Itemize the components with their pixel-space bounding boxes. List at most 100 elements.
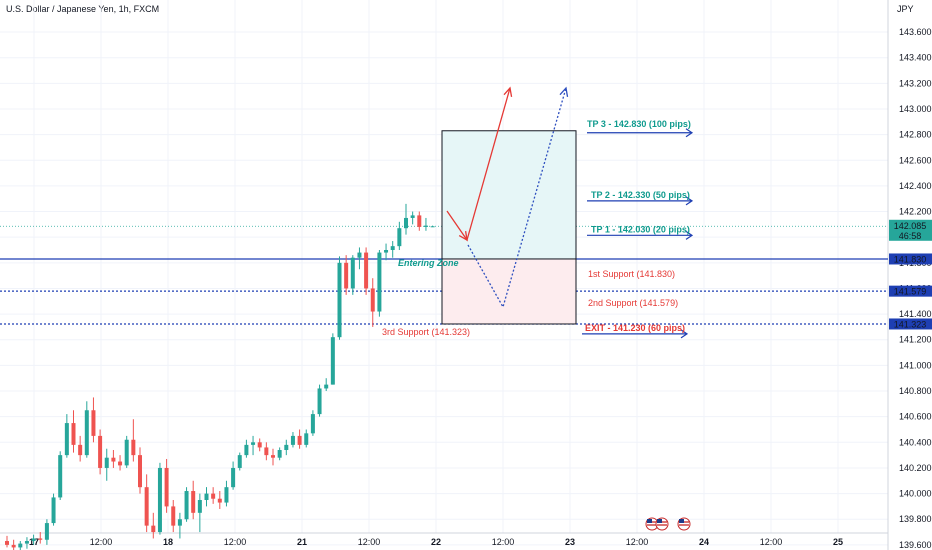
candle-body: [58, 455, 63, 498]
candle: [138, 447, 142, 494]
candle: [91, 397, 96, 443]
bullish-path-arrowhead-2: [503, 86, 513, 97]
x-tick-label: 24: [699, 537, 709, 547]
candle-body: [131, 439, 136, 456]
candle: [58, 451, 63, 500]
candle: [231, 461, 236, 490]
x-tick-label: 12:00: [90, 537, 113, 547]
candle: [111, 450, 116, 468]
x-tick-label: 12:00: [358, 537, 381, 547]
candle-body: [430, 226, 435, 228]
current-price-tag-text: 46:58: [899, 231, 922, 241]
candle: [244, 439, 249, 458]
current-price-tag-bg: [889, 219, 932, 241]
level-tag-bg: [889, 253, 932, 265]
candle: [317, 384, 322, 417]
candle-body: [78, 444, 83, 456]
candle-body: [237, 455, 242, 468]
candle-body: [217, 498, 222, 503]
candle-body: [224, 487, 229, 503]
candle: [377, 250, 382, 317]
retest-path-arrowhead: [559, 86, 569, 97]
y-tick-label: 140.200: [899, 463, 932, 473]
x-tick-label: 12:00: [626, 537, 649, 547]
candle-body: [344, 262, 349, 289]
candle-body: [204, 493, 209, 500]
y-tick-label: 142.800: [899, 130, 932, 140]
candle: [51, 493, 56, 526]
level-tag-bg: [889, 318, 932, 330]
candle: [204, 487, 209, 507]
tp1-label: TP 1 - 142.030 (20 pips): [591, 224, 690, 234]
candle-body: [184, 491, 189, 520]
candle-body: [24, 541, 29, 544]
currency-label: JPY: [897, 4, 914, 14]
y-tick-label: 140.000: [899, 489, 932, 499]
candle: [191, 480, 196, 520]
bullish-path-arrowhead-1: [458, 231, 468, 242]
candle: [237, 452, 242, 471]
candle-body: [64, 423, 69, 456]
candle-body: [44, 523, 49, 540]
candle: [197, 493, 202, 533]
candle: [410, 211, 415, 225]
candle-body: [51, 497, 56, 524]
candle: [257, 438, 262, 452]
candle-body: [91, 410, 96, 436]
candle: [84, 401, 89, 458]
x-tick-label: 12:00: [224, 537, 247, 547]
y-tick-label: 140.800: [899, 386, 932, 396]
candle: [224, 480, 229, 507]
candle: [337, 256, 342, 340]
candle-body: [138, 455, 142, 488]
candle-body: [38, 538, 43, 540]
entering-zone-label: Entering Zone: [398, 258, 459, 268]
candle-body: [271, 455, 275, 458]
us-flag-icon: [677, 517, 691, 531]
support-3-label: 3rd Support (141.323): [382, 327, 470, 337]
candle-body: [277, 450, 282, 458]
exit-label: EXIT - 141.230 (60 pips): [585, 323, 685, 333]
candle-body: [290, 435, 295, 445]
candle: [297, 429, 302, 449]
support-2-label: 2nd Support (141.579): [588, 298, 678, 308]
candle-body: [390, 246, 395, 250]
candle-body: [71, 423, 76, 445]
candle: [350, 255, 355, 295]
current-price-tag-text: 142.085: [894, 221, 927, 231]
candle: [177, 512, 182, 539]
y-tick-label: 139.600: [899, 540, 932, 550]
candle: [184, 487, 189, 522]
candle-body: [164, 467, 169, 507]
candle: [417, 211, 422, 231]
candle-body: [251, 442, 256, 445]
candle: [404, 203, 408, 235]
x-tick-label: 21: [297, 537, 307, 547]
tp3-arrow-head: [685, 128, 694, 138]
candle: [144, 474, 149, 533]
candle: [344, 255, 349, 295]
candle: [304, 429, 309, 448]
candle-body: [197, 500, 202, 513]
candle-body: [157, 467, 162, 533]
candle-body: [111, 457, 116, 462]
candle-body: [410, 215, 415, 218]
x-tick-label: 18: [163, 537, 173, 547]
candle: [18, 541, 23, 550]
support-1-label: 1st Support (141.830): [588, 269, 675, 279]
y-tick-label: 141.000: [899, 360, 932, 370]
candle: [164, 458, 169, 513]
chart-title: U.S. Dollar / Japanese Yen, 1h, FXCM: [6, 4, 160, 14]
candle-body: [264, 447, 269, 456]
candle-body: [284, 444, 289, 450]
y-tick-label: 143.200: [899, 78, 932, 88]
candle-body: [364, 252, 369, 289]
flag-canton: [679, 519, 684, 523]
candle-body: [171, 506, 176, 526]
candle-body: [31, 538, 36, 542]
candle: [11, 539, 16, 550]
x-tick-label: 12:00: [492, 537, 515, 547]
y-tick-label: 142.600: [899, 155, 932, 165]
candle-body: [84, 410, 89, 456]
